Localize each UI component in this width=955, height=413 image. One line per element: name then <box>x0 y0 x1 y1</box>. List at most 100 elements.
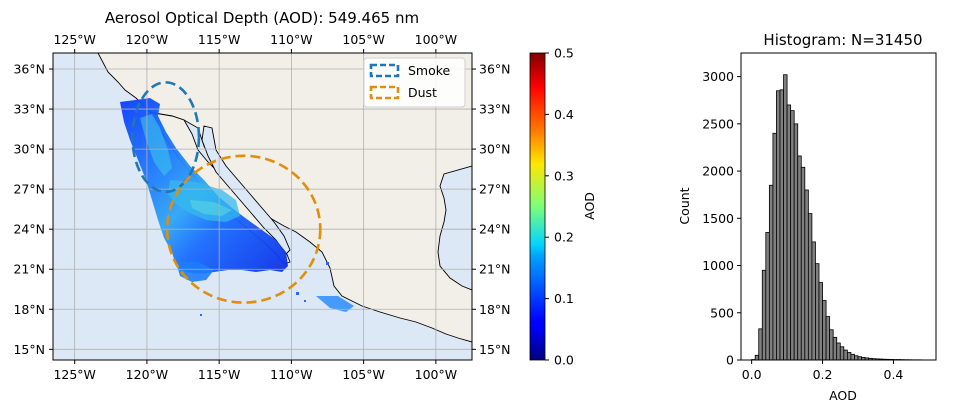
aod-dust-core <box>190 200 232 216</box>
histogram-bar <box>793 123 799 360</box>
map-xtick-label-bottom: 100°W <box>415 367 457 382</box>
aod-map-panel: Aerosol Optical Depth (AOD): 549.465 nm <box>13 9 510 382</box>
histogram-bar <box>776 90 781 360</box>
histogram-bar <box>815 263 820 360</box>
histogram-bar <box>839 346 845 360</box>
legend-frame <box>363 57 466 108</box>
histogram-ytick-label: 0 <box>726 353 734 368</box>
map-ytick-label-right: 21°N <box>479 262 511 277</box>
map-xtick-label-top: 115°W <box>198 32 240 47</box>
histogram-bar <box>779 89 784 360</box>
aod-coastal-patch <box>316 296 354 312</box>
colorbar-tick-label: 0.3 <box>554 168 574 183</box>
histogram-frame <box>740 52 937 361</box>
histogram-bar <box>786 104 792 360</box>
histogram-bar <box>761 269 767 360</box>
histogram-bar <box>758 328 763 360</box>
map-xtick-label-top: 110°W <box>270 32 312 47</box>
map-frame <box>52 52 473 361</box>
colorbar-tick-label: 0.2 <box>554 230 574 245</box>
histogram-bar <box>836 342 841 360</box>
histogram-ytick-label: 3000 <box>702 69 734 84</box>
map-ytick-label-left: 33°N <box>13 102 45 117</box>
map-ytick-label-right: 24°N <box>479 222 511 237</box>
map-xtick-label-bottom: 105°W <box>342 367 384 382</box>
aod-speck <box>304 300 306 302</box>
histogram-ytick-label: 2500 <box>702 116 734 131</box>
histogram-bar <box>829 329 834 360</box>
histogram-xlabel: AOD <box>829 388 857 403</box>
histogram-ylabel: Count <box>677 187 692 224</box>
histogram-ytick-label: 1500 <box>702 211 734 226</box>
histogram-bar <box>804 189 809 360</box>
map-title: Aerosol Optical Depth (AOD): 549.465 nm <box>105 9 419 27</box>
histogram-bar <box>783 74 788 360</box>
colorbar-tick-label: 0.5 <box>554 46 574 61</box>
map-ytick-label-right: 36°N <box>479 62 511 77</box>
map-ytick-label-right: 33°N <box>479 102 511 117</box>
map-xtick-label-bottom: 120°W <box>126 367 168 382</box>
histogram-xtick-label: 0.4 <box>884 367 904 382</box>
map-ytick-label-left: 15°N <box>13 342 45 357</box>
map-xtick-label-top: 120°W <box>126 32 168 47</box>
histogram-bar <box>765 232 770 360</box>
histogram-bar <box>818 282 823 360</box>
legend-swatch-dust <box>369 85 400 100</box>
histogram-ytick-label: 1000 <box>702 258 734 273</box>
map-ytick-label-left: 21°N <box>13 262 45 277</box>
colorbar-tick-label: 0.4 <box>554 107 574 122</box>
colorbar-tick-label: 0.0 <box>554 353 574 368</box>
map-ytick-label-right: 15°N <box>479 342 511 357</box>
map-xtick-label-bottom: 125°W <box>53 367 95 382</box>
histogram-ytick-label: 500 <box>710 305 734 320</box>
histogram-bar <box>854 355 859 360</box>
map-legend: Smoke Dust <box>363 57 466 108</box>
histogram-bar <box>800 166 806 360</box>
aod-retrieval-swath <box>120 98 354 316</box>
map-ytick-label-left: 24°N <box>13 222 45 237</box>
smoke-region-ellipse <box>131 81 201 194</box>
histogram-bar <box>850 353 855 360</box>
histogram-bar <box>754 354 760 360</box>
gulf-of-california <box>201 125 291 255</box>
histogram-bar <box>772 132 777 360</box>
histogram-bar <box>807 213 813 360</box>
dust-region-ellipse <box>165 154 322 304</box>
colorbar-label: AOD <box>582 192 597 220</box>
colorbar-gradient <box>529 52 546 361</box>
aod-smoke-streak <box>140 114 172 176</box>
histogram-bar <box>843 349 848 360</box>
legend-label-dust: Dust <box>408 85 437 100</box>
map-ytick-label-left: 18°N <box>13 302 45 317</box>
aod-speck <box>200 314 202 316</box>
colorbar-tick-label: 0.1 <box>554 291 574 306</box>
histogram-title: Histogram: N=31450 <box>763 31 922 49</box>
histogram-xtick-label: 0.2 <box>813 367 833 382</box>
map-ytick-label-right: 30°N <box>479 142 511 157</box>
histogram-panel: Histogram: N=31450 0.0 0.2 0.4 0 500 1000 1500… <box>677 31 937 403</box>
map-ytick-label-right: 27°N <box>479 182 511 197</box>
histogram-bar <box>768 184 774 360</box>
map-ytick-label-left: 27°N <box>13 182 45 197</box>
legend-swatch-smoke <box>369 63 400 78</box>
map-ytick-label-right: 18°N <box>479 302 511 317</box>
map-xtick-label-top: 105°W <box>342 32 384 47</box>
histogram-bar <box>846 352 852 360</box>
histogram-xtick-label: 0.0 <box>742 367 762 382</box>
histogram-bar <box>790 110 795 360</box>
aod-colorbar: 0.0 0.1 0.2 0.3 0.4 0.5 AOD <box>529 46 597 368</box>
aod-speck <box>296 292 299 295</box>
map-ytick-label-left: 30°N <box>13 142 45 157</box>
histogram-ytick-label: 2000 <box>702 164 734 179</box>
histogram-bar <box>825 316 831 360</box>
histogram-bar <box>822 300 827 360</box>
map-ytick-label-left: 36°N <box>13 62 45 77</box>
map-xtick-label-top: 125°W <box>53 32 95 47</box>
legend-label-smoke: Smoke <box>408 63 451 78</box>
map-xtick-label-top: 100°W <box>415 32 457 47</box>
histogram-bar <box>811 241 816 360</box>
map-xtick-label-bottom: 110°W <box>270 367 312 382</box>
histogram-bar <box>832 336 838 360</box>
histogram-bar <box>797 155 802 360</box>
